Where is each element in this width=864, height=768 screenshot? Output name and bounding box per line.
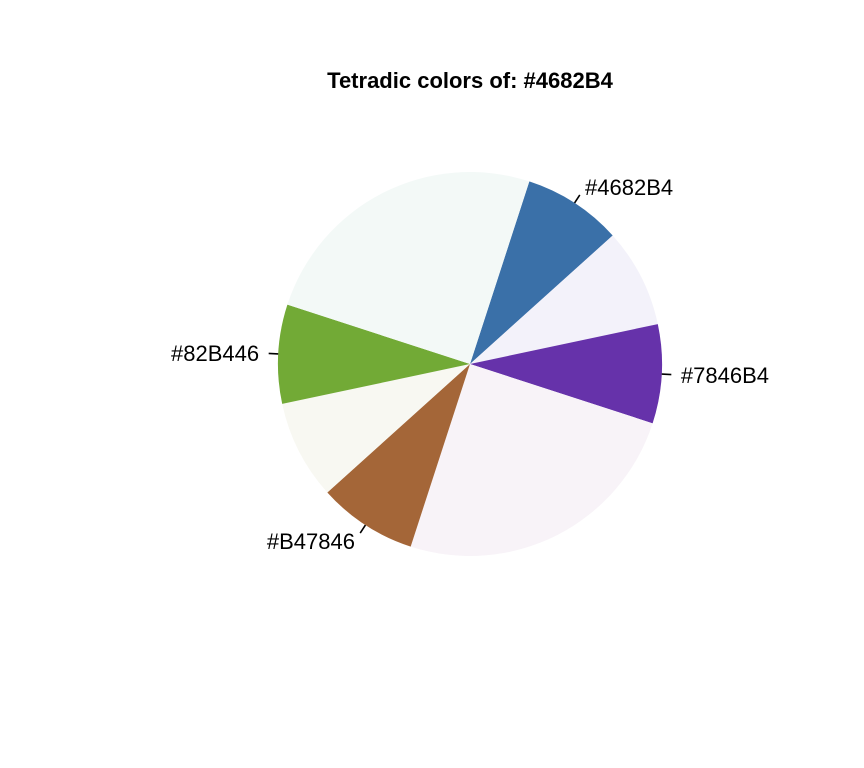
- slice-leader-line: [661, 373, 672, 376]
- pie-slice: [410, 364, 653, 556]
- pie-slices: [278, 172, 662, 556]
- slice-label: #4682B4: [585, 175, 673, 200]
- pie-slice: [327, 364, 470, 547]
- pie-slice: [470, 235, 658, 364]
- slice-label: #82B446: [171, 341, 259, 366]
- pie-slice: [278, 304, 470, 404]
- slice-label: #B47846: [267, 529, 355, 554]
- slice-label: #7846B4: [681, 363, 769, 388]
- chart-title: Tetradic colors of: #4682B4: [327, 68, 613, 93]
- slice-leader-line: [359, 524, 367, 534]
- slice-leader-line: [268, 352, 279, 355]
- pie-slice: [470, 324, 662, 424]
- pie-slice: [282, 364, 470, 493]
- pie-labels: #4682B4 #7846B4 #B47846 #82B446: [171, 175, 769, 554]
- pie-slice: [470, 181, 613, 364]
- pie-slice: [287, 172, 530, 364]
- slice-leader-line: [573, 194, 581, 204]
